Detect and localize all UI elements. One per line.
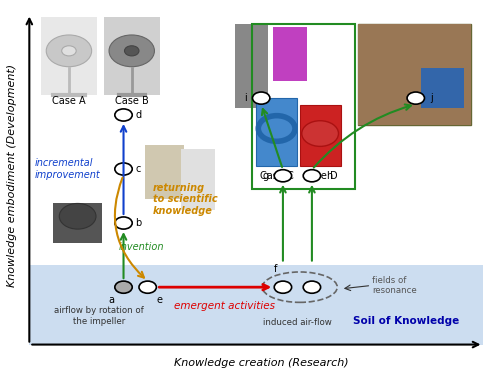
Circle shape <box>139 281 156 293</box>
Circle shape <box>115 109 132 121</box>
Bar <box>358 24 472 125</box>
Bar <box>358 24 472 125</box>
Text: Case C: Case C <box>260 171 294 181</box>
Circle shape <box>303 281 320 293</box>
Text: emergent activities: emergent activities <box>174 301 275 311</box>
Text: Case D: Case D <box>303 171 338 181</box>
Bar <box>300 105 341 166</box>
Text: Case B: Case B <box>115 96 148 106</box>
Bar <box>420 68 464 108</box>
Bar <box>30 265 483 345</box>
Text: Case A: Case A <box>52 96 86 106</box>
Bar <box>256 98 298 166</box>
Text: Soil of Knowledge: Soil of Knowledge <box>353 316 459 326</box>
Text: fields of
resonance: fields of resonance <box>372 276 417 295</box>
Circle shape <box>46 35 92 67</box>
Text: b: b <box>136 218 142 228</box>
Text: Knowledge embodiment (Development): Knowledge embodiment (Development) <box>8 64 18 287</box>
Bar <box>252 24 356 189</box>
Text: f: f <box>274 264 278 275</box>
Text: d: d <box>136 110 141 120</box>
Circle shape <box>115 281 132 293</box>
Bar <box>182 149 216 210</box>
Circle shape <box>252 92 270 104</box>
Text: a: a <box>108 295 114 305</box>
Circle shape <box>60 203 96 229</box>
Bar <box>54 203 102 243</box>
Text: induced air-flow: induced air-flow <box>263 318 332 327</box>
Text: incremental
improvement: incremental improvement <box>34 158 100 180</box>
Circle shape <box>303 170 320 182</box>
Circle shape <box>274 170 291 182</box>
Text: invention: invention <box>118 242 164 252</box>
Text: returning
to scientific
knowledge: returning to scientific knowledge <box>152 183 217 216</box>
Bar <box>234 24 268 108</box>
Text: g: g <box>262 171 268 181</box>
Text: e: e <box>157 295 163 305</box>
Text: c: c <box>136 164 141 174</box>
Text: j: j <box>430 93 433 103</box>
Bar <box>274 27 307 81</box>
Bar <box>42 17 97 95</box>
Circle shape <box>62 46 76 56</box>
Circle shape <box>115 217 132 229</box>
Bar <box>146 145 184 200</box>
Circle shape <box>109 35 154 67</box>
Text: airflow by rotation of
the impeller: airflow by rotation of the impeller <box>54 306 144 326</box>
Circle shape <box>115 163 132 175</box>
Text: Knowledge creation (Research): Knowledge creation (Research) <box>174 358 348 368</box>
Text: h: h <box>326 171 332 181</box>
Circle shape <box>407 92 424 104</box>
Circle shape <box>274 281 291 293</box>
Text: i: i <box>244 93 246 103</box>
Circle shape <box>124 46 139 56</box>
Bar <box>104 17 160 95</box>
Circle shape <box>302 121 339 146</box>
